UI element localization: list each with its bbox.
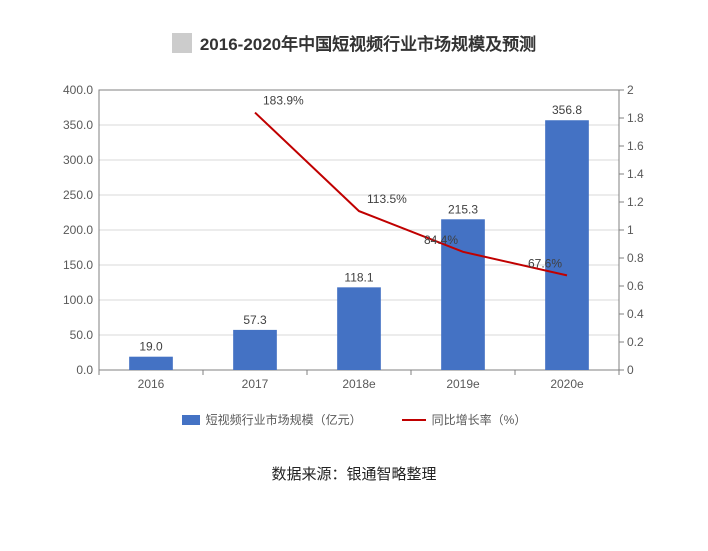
svg-text:100.0: 100.0	[63, 293, 93, 307]
svg-text:2017: 2017	[242, 377, 269, 391]
svg-text:2016: 2016	[138, 377, 165, 391]
bar	[545, 120, 589, 370]
svg-text:183.9%: 183.9%	[263, 94, 304, 108]
legend-swatch-bar-icon	[182, 415, 200, 425]
svg-text:215.3: 215.3	[448, 202, 478, 216]
svg-text:19.0: 19.0	[139, 340, 163, 354]
legend: 短视频行业市场规模（亿元） 同比增长率（%）	[44, 411, 664, 428]
chart-title: 2016-2020年中国短视频行业市场规模及预测	[200, 30, 536, 55]
source-text: 数据来源：银通智略整理	[40, 463, 668, 484]
bar	[129, 357, 173, 370]
growth-line	[255, 113, 567, 276]
legend-swatch-line-icon	[402, 419, 426, 421]
legend-item-line: 同比增长率（%）	[402, 411, 527, 428]
bar	[337, 287, 381, 370]
svg-text:2018e: 2018e	[342, 377, 376, 391]
svg-text:57.3: 57.3	[243, 313, 267, 327]
svg-text:0.2: 0.2	[627, 335, 644, 349]
svg-text:84.4%: 84.4%	[424, 233, 458, 247]
svg-text:200.0: 200.0	[63, 223, 93, 237]
svg-text:1.8: 1.8	[627, 111, 644, 125]
legend-item-bar: 短视频行业市场规模（亿元）	[182, 411, 362, 428]
svg-text:0.4: 0.4	[627, 307, 644, 321]
svg-text:67.6%: 67.6%	[528, 256, 562, 270]
svg-text:1.4: 1.4	[627, 167, 644, 181]
svg-text:150.0: 150.0	[63, 258, 93, 272]
svg-text:350.0: 350.0	[63, 118, 93, 132]
svg-text:0.6: 0.6	[627, 279, 644, 293]
svg-text:1.2: 1.2	[627, 195, 644, 209]
chart-area: 0.0 50.0 100.0 150.0 200.0 250.0 300.0 350.0 400…	[44, 85, 664, 425]
svg-text:0: 0	[627, 363, 634, 377]
svg-text:356.8: 356.8	[552, 103, 582, 117]
svg-text:118.1: 118.1	[344, 270, 373, 284]
bar	[233, 330, 277, 370]
svg-text:2: 2	[627, 85, 634, 97]
svg-text:50.0: 50.0	[70, 328, 94, 342]
svg-text:113.5%: 113.5%	[367, 192, 407, 206]
svg-text:400.0: 400.0	[63, 85, 93, 97]
svg-text:0.0: 0.0	[76, 363, 93, 377]
legend-bar-label: 短视频行业市场规模（亿元）	[206, 411, 362, 428]
svg-text:300.0: 300.0	[63, 153, 93, 167]
svg-text:1.6: 1.6	[627, 139, 644, 153]
svg-text:2019e: 2019e	[446, 377, 480, 391]
title-bullet-icon	[172, 33, 192, 53]
title-row: 2016-2020年中国短视频行业市场规模及预测	[40, 30, 668, 55]
svg-text:250.0: 250.0	[63, 188, 93, 202]
legend-line-label: 同比增长率（%）	[432, 411, 527, 428]
svg-text:2020e: 2020e	[550, 377, 584, 391]
svg-text:1: 1	[627, 223, 634, 237]
svg-text:0.8: 0.8	[627, 251, 644, 265]
chart-svg: 0.0 50.0 100.0 150.0 200.0 250.0 300.0 350.0 400…	[44, 85, 664, 405]
chart-container: 2016-2020年中国短视频行业市场规模及预测 0.0 50.0 100.0 150…	[0, 0, 708, 551]
